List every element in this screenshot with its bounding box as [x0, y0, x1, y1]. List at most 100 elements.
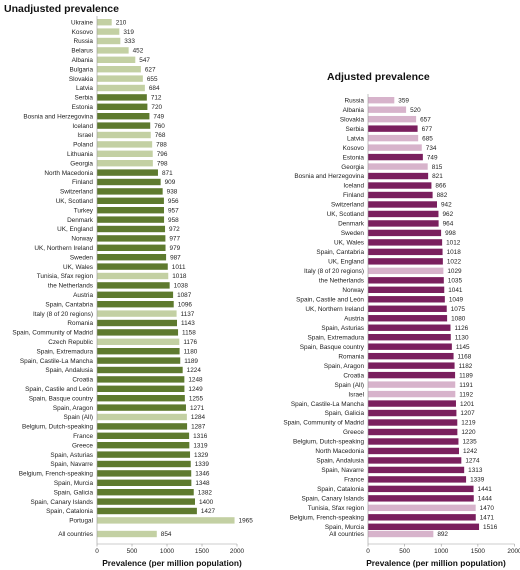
panel2-row-19-bar — [368, 267, 444, 275]
panel1-row-41-label: Spain, Basque country — [29, 395, 94, 402]
panel1-row-14-label: Poland — [73, 142, 93, 149]
panel1-row-50-label: Spain, Murcia — [54, 480, 94, 487]
panel2-row-12-bar — [368, 201, 437, 208]
panel1-row-53-bar — [97, 507, 197, 515]
panel2-row-20-label: the Netherlands — [319, 278, 364, 285]
panel2-row-2-value: 520 — [410, 107, 421, 114]
panel1-row-30-value: 1087 — [177, 292, 192, 299]
panel2-row-27-label: Spain, Basque country — [300, 344, 365, 351]
panel2-row-14-label: Denmark — [338, 221, 365, 228]
panel2-row-2-bar — [368, 106, 407, 113]
panel2-row-38-value: 1242 — [463, 448, 478, 455]
panel2-row-24-bar — [368, 315, 448, 322]
panel2-row-5-value: 685 — [422, 135, 433, 142]
panel1-row-40-value: 1249 — [188, 386, 203, 393]
panel1-row-39-value: 1248 — [188, 377, 203, 384]
panel1-row-30-label: Austria — [73, 292, 93, 299]
panel1-row-40-bar — [97, 385, 185, 392]
panel1-row-15-label: Lithuania — [67, 151, 93, 158]
panel2-row-25-label: Spain, Asturias — [321, 325, 364, 332]
panel1-tick-label-2: 500 — [127, 548, 138, 555]
panel2-row-15-label: Sweden — [341, 230, 365, 237]
panel2-x-axis-title: Prevalence (per million population) — [366, 558, 506, 568]
panel1-row-32-label: Italy (8 of 20 regions) — [33, 311, 93, 318]
panel2-row-45-bar — [368, 514, 476, 521]
panel2-row-45-label: Belgium, French-speaking — [290, 515, 365, 522]
panel1-row-8-label: Latvia — [76, 85, 93, 92]
panel1-row-14-value: 788 — [156, 142, 167, 149]
panel2-row-31-bar — [368, 381, 456, 388]
panel1-row-35-value: 1176 — [183, 339, 197, 346]
panel2-row-4-label: Serbia — [346, 126, 365, 133]
panel2-row-46-label: Spain, Murcia — [325, 524, 365, 531]
panel2-row-1-bar — [368, 97, 395, 104]
panel2-row-39-value: 1274 — [465, 458, 480, 465]
panel1-row-37-bar — [97, 357, 181, 364]
panel2-row-41-label: France — [344, 477, 364, 484]
panel2-row-6-value: 734 — [426, 145, 437, 152]
panel1-row-29-bar — [97, 282, 170, 289]
panel2-row-32-bar — [368, 390, 456, 398]
panel2-row-21-value: 1041 — [448, 287, 463, 294]
panel2-row-18-label: UK, England — [328, 259, 364, 266]
panel2-summary-value: 892 — [437, 531, 448, 538]
panel2-row-41-value: 1339 — [470, 477, 485, 484]
panel1-row-28-label: Tunisia, Sfax region — [37, 273, 94, 280]
panel1-row-23-bar — [97, 225, 166, 233]
panel1-row-23-label: UK, England — [57, 226, 93, 233]
panel1-row-16-label: Georgia — [70, 160, 93, 167]
panel1-row-22-value: 958 — [168, 217, 179, 224]
panel1-row-4-bar — [97, 47, 129, 54]
panel1-row-21-label: Turkey — [74, 207, 94, 214]
panel1-row-22-label: Denmark — [67, 217, 94, 224]
panel1-row-39-label: Croatia — [72, 377, 93, 384]
panel2-row-25-bar — [368, 324, 451, 331]
panel2-row-27-bar — [368, 343, 452, 350]
panel1-row-52-label: Spain, Canary Islands — [30, 499, 93, 506]
panel2-row-23-bar — [368, 305, 447, 312]
panel1-row-31-value: 1096 — [178, 301, 193, 308]
panel1-row-38-label: Spain, Andalusia — [45, 367, 93, 374]
panel1-row-18-bar — [97, 178, 161, 186]
panel2-row-24-value: 1080 — [451, 315, 466, 322]
panel1-row-10-label: Estonia — [72, 104, 94, 111]
panel2-row-45-value: 1471 — [480, 515, 495, 522]
panel1-row-27-label: UK, Wales — [63, 264, 93, 271]
panel1-row-22-bar — [97, 216, 165, 223]
panel1-row-29-value: 1038 — [174, 283, 189, 290]
panel1-row-11-label: Bosnia and Herzegovina — [23, 113, 93, 120]
panel1-row-44-value: 1287 — [191, 424, 206, 431]
panel2-row-33-bar — [368, 400, 456, 407]
panel1-row-9-bar — [97, 94, 147, 101]
panel2-row-5-label: Latvia — [347, 135, 364, 142]
panel2-row-23-value: 1075 — [451, 306, 466, 313]
panel2-row-16-bar — [368, 239, 443, 246]
panel2-row-41-bar — [368, 476, 467, 483]
panel2-row-9-value: 821 — [432, 173, 443, 180]
panel1-row-47-bar — [97, 451, 191, 458]
panel2-row-32-value: 1192 — [459, 391, 473, 398]
panel1-row-28-value: 1018 — [172, 273, 187, 280]
panel1-row-46-label: Greece — [72, 442, 93, 449]
panel1-row-17-bar — [97, 169, 158, 176]
panel2-row-38-bar — [368, 447, 459, 455]
panel2-row-13-bar — [368, 210, 439, 218]
panel1-row-47-value: 1329 — [194, 452, 209, 459]
panel1-row-51-value: 1382 — [198, 489, 213, 496]
panel2-row-18-bar — [368, 258, 443, 265]
panel1-row-1-label: Ukraine — [71, 19, 93, 26]
panel1-row-3-value: 333 — [124, 38, 135, 45]
panel1-row-47-label: Spain, Asturias — [50, 452, 93, 459]
panel1-row-35-bar — [97, 338, 180, 345]
panel2-row-42-value: 1441 — [478, 486, 493, 493]
panel1-row-25-label: UK, Northern Ireland — [34, 245, 93, 252]
panel1-row-12-label: Iceland — [72, 123, 93, 130]
panel2-row-12-value: 942 — [441, 202, 452, 209]
panel1-row-20-bar — [97, 197, 164, 204]
panel1-x-axis-title: Prevalence (per million population) — [102, 558, 242, 568]
panel2-row-20-value: 1035 — [448, 278, 463, 285]
panel2-row-29-value: 1182 — [459, 363, 473, 370]
panel2-tick-label-2: 500 — [399, 548, 410, 555]
panel1-row-3-bar — [97, 37, 121, 45]
panel1-row-28-bar — [97, 272, 169, 280]
